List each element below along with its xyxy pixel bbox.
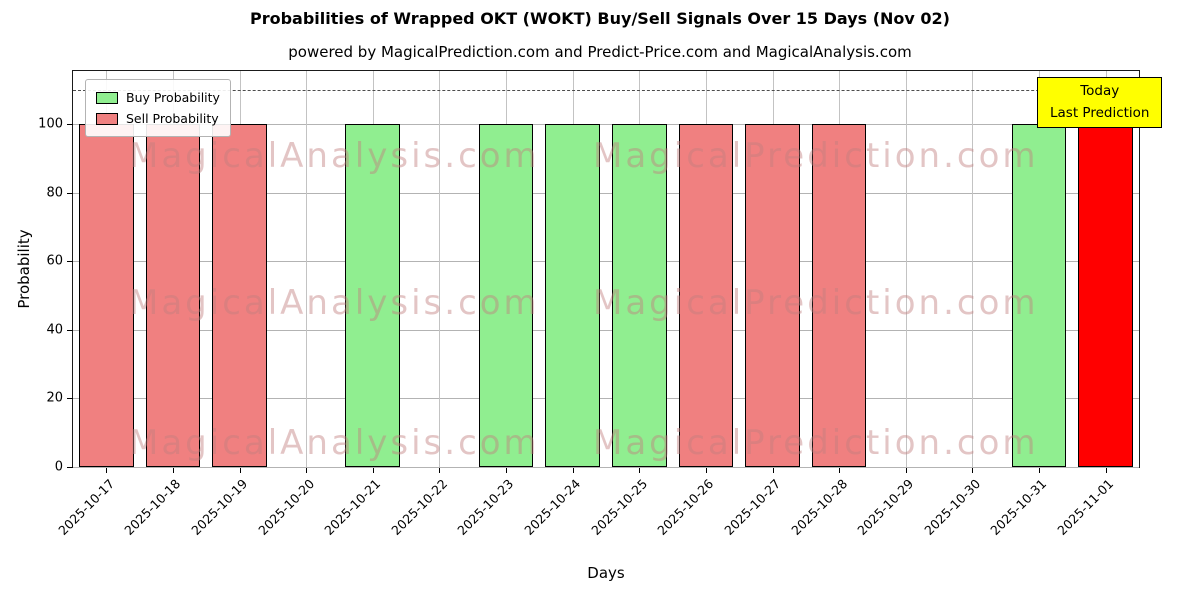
gridline-horizontal [73, 398, 1139, 400]
x-tick-label: 2025-10-25 [587, 476, 650, 538]
watermark-text: MagicalPrediction.com [593, 423, 1039, 463]
watermark-text: MagicalAnalysis.com [129, 136, 540, 176]
y-tick-label: 0 [54, 459, 63, 475]
bar-2025-10-27 [745, 124, 800, 467]
x-tick-label: 2025-10-23 [454, 476, 517, 538]
x-tick [572, 467, 574, 473]
annotation-line-1: Today [1080, 83, 1120, 99]
x-tick [1105, 467, 1107, 473]
x-tick-label: 2025-10-22 [388, 476, 451, 538]
y-axis-label: Probability [15, 229, 33, 309]
watermark-text: MagicalAnalysis.com [129, 283, 540, 323]
y-tick-label: 80 [46, 185, 63, 201]
x-tick-label: 2025-10-26 [654, 476, 717, 538]
y-tick-label: 100 [38, 116, 63, 132]
x-tick-label: 2025-10-27 [721, 476, 784, 538]
gridline-horizontal [73, 329, 1139, 331]
gridline-vertical [439, 71, 441, 467]
legend-label-sell: Sell Probability [126, 111, 219, 126]
y-tick [67, 398, 73, 400]
legend-item-buy: Buy Probability [96, 87, 220, 108]
x-tick [306, 467, 308, 473]
bar-2025-10-28 [811, 124, 867, 467]
gridline-horizontal [73, 192, 1139, 194]
x-tick [439, 467, 441, 473]
bar-2025-10-26 [678, 124, 734, 467]
y-tick [67, 124, 73, 126]
gridline-horizontal [73, 261, 1139, 263]
x-tick [972, 467, 974, 473]
x-tick-label: 2025-10-18 [121, 476, 184, 538]
x-tick-label: 2025-10-17 [54, 476, 117, 538]
bar-2025-10-24 [545, 124, 600, 467]
today-annotation: Today Last Prediction [1037, 77, 1163, 129]
gridline-horizontal [73, 124, 1139, 126]
x-tick [506, 467, 508, 473]
bar-2025-11-01 [1078, 124, 1133, 467]
watermark-text: MagicalPrediction.com [593, 136, 1039, 176]
sell-probability-swatch [96, 112, 118, 125]
x-tick [172, 467, 174, 473]
y-tick [67, 261, 73, 263]
x-tick [106, 467, 108, 473]
chart-title: Probabilities of Wrapped OKT (WOKT) Buy/… [249, 9, 950, 28]
chart-subtitle: powered by MagicalPrediction.com and Pre… [288, 43, 912, 61]
gridline-vertical [905, 71, 907, 467]
bar-2025-10-21 [345, 124, 401, 467]
x-tick-label: 2025-10-31 [987, 476, 1050, 538]
plot-area: MagicalAnalysis.com MagicalPrediction.co… [38, 70, 1163, 538]
bar-2025-10-19 [212, 124, 267, 467]
y-tick-label: 60 [46, 253, 63, 269]
bar-2025-10-23 [478, 124, 534, 467]
x-tick-label: 2025-10-20 [254, 476, 317, 538]
x-tick [639, 467, 641, 473]
bar-2025-10-17 [78, 124, 134, 467]
gridline-horizontal [73, 467, 1139, 468]
y-tick-label: 20 [46, 390, 63, 406]
x-tick-label: 2025-10-29 [854, 476, 917, 538]
legend-label-buy: Buy Probability [126, 90, 220, 105]
x-tick-label: 2025-10-28 [787, 476, 850, 538]
bar-2025-10-25 [611, 124, 667, 467]
annotation-line-2: Last Prediction [1050, 104, 1150, 121]
x-tick [839, 467, 841, 473]
bar-2025-10-18 [145, 124, 201, 467]
watermark-text: MagicalAnalysis.com [129, 423, 540, 463]
gridline-vertical [972, 71, 974, 467]
x-tick [705, 467, 707, 473]
y-tick [67, 467, 73, 468]
x-tick [1039, 467, 1041, 473]
y-tick [67, 329, 73, 331]
watermark-text: MagicalPrediction.com [593, 283, 1039, 323]
x-tick [239, 467, 241, 473]
x-tick-label: 2025-10-30 [921, 476, 984, 538]
x-axis-label: Days [587, 564, 625, 582]
legend-item-sell: Sell Probability [96, 108, 220, 129]
legend: Buy Probability Sell Probability [85, 79, 231, 137]
y-tick [67, 192, 73, 194]
x-tick-label: 2025-11-01 [1054, 476, 1117, 538]
gridline-vertical [306, 71, 308, 467]
x-tick [905, 467, 907, 473]
bar-2025-10-31 [1011, 124, 1067, 467]
x-tick [772, 467, 774, 473]
x-tick [372, 467, 374, 473]
x-tick-label: 2025-10-21 [321, 476, 384, 538]
buy-probability-swatch [96, 91, 118, 104]
y-tick-label: 40 [46, 322, 63, 338]
x-tick-label: 2025-10-19 [188, 476, 251, 538]
x-tick-label: 2025-10-24 [521, 476, 584, 538]
threshold-dashed-line [73, 89, 1139, 91]
